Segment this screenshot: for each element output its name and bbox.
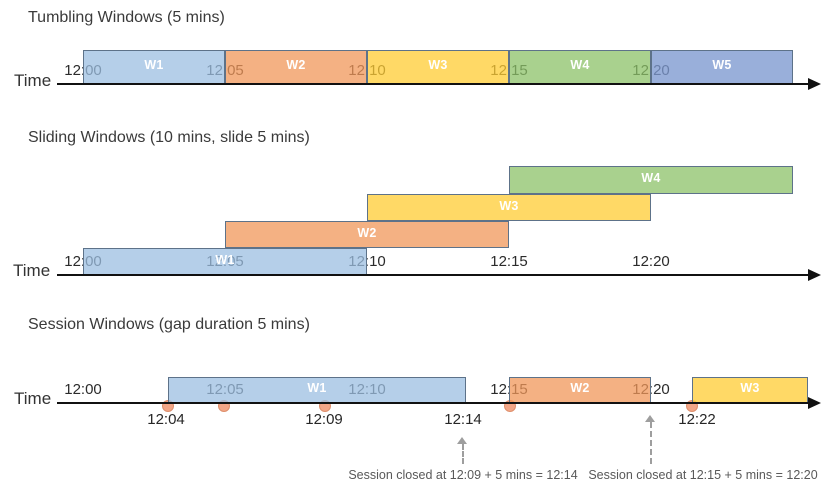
event-time-label: 12:22	[678, 411, 716, 428]
window-box-w1: W1	[83, 50, 225, 84]
timeline	[57, 274, 808, 276]
dashed-arrow	[650, 422, 652, 464]
sliding-windows-title: Sliding Windows (10 mins, slide 5 mins)	[28, 129, 310, 146]
window-box-w3: W3	[367, 194, 651, 221]
window-box-w2: W2	[225, 50, 367, 84]
window-box-w4: W4	[509, 166, 793, 194]
window-label: W1	[144, 58, 164, 72]
dashed-arrow	[462, 444, 464, 464]
window-label: W3	[499, 198, 519, 213]
window-box-w3: W3	[367, 50, 509, 84]
timeline-arrow-icon	[808, 269, 821, 281]
window-box-w1: W1	[168, 377, 466, 403]
tick-label: 12:15	[490, 253, 528, 270]
time-axis-label-session: Time	[14, 389, 52, 408]
window-label: W3	[740, 381, 760, 395]
dashed-arrow-head-icon	[457, 437, 467, 444]
session-closed-annotation-1: Session closed at 12:09 + 5 mins = 12:14	[348, 468, 578, 482]
timeline-arrow-icon	[808, 78, 821, 90]
session-windows-title: Session Windows (gap duration 5 mins)	[28, 316, 310, 333]
event-time-label: 12:04	[147, 411, 185, 428]
window-box-w3: W3	[692, 377, 808, 403]
window-label: W3	[428, 58, 448, 72]
timeline-arrow-icon	[808, 397, 821, 409]
window-box-w1: W1	[83, 248, 367, 275]
window-box-w2: W2	[225, 221, 509, 248]
window-box-w4: W4	[509, 50, 651, 84]
window-label: W2	[570, 381, 590, 395]
event-time-label: 12:14	[444, 411, 482, 428]
event-time-label: 12:09	[305, 411, 343, 428]
window-label: W1	[307, 381, 327, 395]
window-label: W2	[286, 58, 306, 72]
window-label: W1	[215, 252, 235, 267]
window-box-w2: W2	[509, 377, 651, 403]
window-label: W4	[641, 171, 661, 185]
dashed-arrow-head-icon	[645, 415, 655, 422]
time-axis-label-tumbling: Time	[14, 71, 52, 90]
timeline	[57, 402, 808, 404]
session-closed-annotation-2: Session closed at 12:15 + 5 mins = 12:20	[588, 468, 818, 482]
timeline	[57, 83, 808, 85]
window-label: W5	[712, 58, 732, 72]
window-label: W4	[570, 58, 590, 72]
window-box-w5: W5	[651, 50, 793, 84]
tick-label: 12:20	[632, 253, 670, 270]
window-label: W2	[357, 225, 377, 240]
tick-label: 12:00	[64, 381, 102, 398]
time-axis-label-sliding: Time	[13, 261, 51, 280]
tumbling-windows-title: Tumbling Windows (5 mins)	[28, 9, 225, 26]
